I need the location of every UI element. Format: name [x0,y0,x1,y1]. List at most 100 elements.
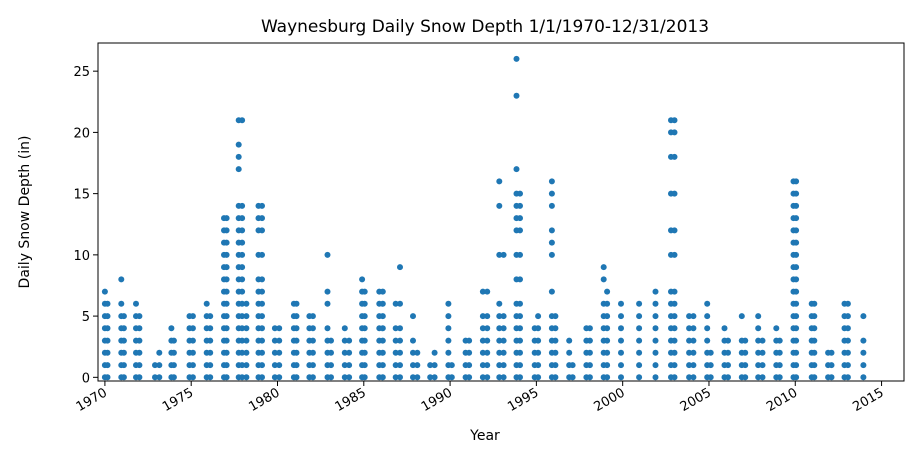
data-point [259,300,265,307]
data-point [604,325,611,332]
data-point [445,337,452,344]
data-point [484,325,491,332]
data-point [671,251,678,258]
data-point [500,374,507,381]
x-tick-label: 1980 [246,385,282,415]
data-point [136,374,143,381]
data-point [844,325,851,332]
data-point [239,349,246,356]
data-point [392,349,399,356]
data-point [742,374,749,381]
data-point [341,374,348,381]
data-point [671,129,678,136]
data-point [793,337,800,344]
data-point [328,349,334,356]
data-point [239,215,246,222]
data-point [309,362,316,369]
data-point [484,313,491,320]
data-point [500,337,507,344]
data-point [513,55,520,62]
data-point [652,362,659,369]
data-point [259,202,265,209]
x-tick-label: 1995 [505,385,541,415]
data-point [239,117,246,124]
data-point [239,276,246,283]
data-point [811,300,818,307]
data-point [828,362,835,369]
data-point [776,362,783,369]
data-point [207,337,214,344]
data-point [496,362,503,369]
data-point [223,349,230,356]
data-point [259,313,265,320]
data-point [535,374,542,381]
data-point [361,349,368,356]
data-point [271,374,278,381]
data-point [811,313,818,320]
data-point [811,337,818,344]
data-point [445,325,452,332]
data-point [120,325,127,332]
x-tick-label: 2000 [592,385,628,415]
data-point [136,349,143,356]
data-point [479,313,486,320]
data-point [276,325,283,332]
data-point [552,313,559,320]
data-point [793,251,800,258]
data-point [652,300,659,307]
data-point [548,178,555,185]
data-point [535,313,542,320]
data-point [773,325,780,332]
data-point [276,337,283,344]
data-point [293,362,300,369]
data-point [860,337,867,344]
data-point [324,251,331,258]
data-point [239,337,246,344]
data-point [671,374,678,381]
data-point [104,313,111,320]
data-point [535,325,542,332]
data-point [361,300,368,307]
data-point [604,313,611,320]
data-point [361,325,368,332]
data-point [479,349,486,356]
data-point [397,264,403,271]
data-point [636,337,643,344]
data-point [500,362,507,369]
data-point [636,349,643,356]
data-point [207,374,214,381]
data-point [104,337,111,344]
data-point [686,374,693,381]
data-point [860,362,867,369]
data-point [223,325,230,332]
data-point [652,349,659,356]
data-point [207,313,214,320]
data-point [600,276,607,283]
data-point [239,300,246,307]
data-point [466,374,473,381]
data-point [671,325,678,332]
data-point [104,374,111,381]
data-point [397,349,403,356]
data-point [379,337,386,344]
data-point [500,313,507,320]
data-point [636,313,643,320]
data-point [690,337,697,344]
data-point [235,141,242,148]
data-point [690,349,697,356]
data-point [652,374,659,381]
data-point [600,264,607,271]
data-point [479,325,486,332]
data-point [324,325,331,332]
data-point [671,227,678,234]
data-point [517,190,523,197]
data-point [704,337,711,344]
data-point [207,349,214,356]
data-point [410,362,416,369]
data-point [484,337,491,344]
data-point [276,362,283,369]
data-point [828,374,835,381]
data-point [207,362,214,369]
data-point [293,300,300,307]
data-point [636,374,643,381]
